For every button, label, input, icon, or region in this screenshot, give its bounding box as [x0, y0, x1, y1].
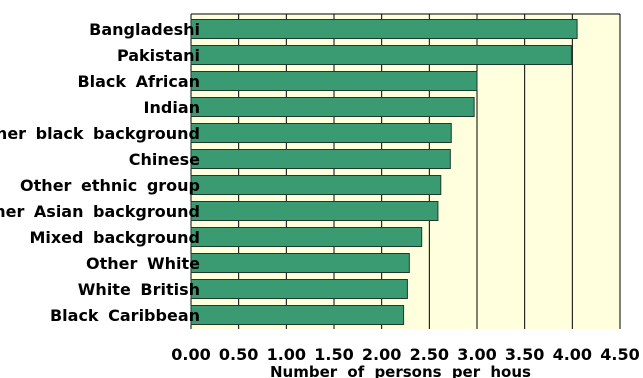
- category-label: Bangladeshi: [89, 20, 200, 39]
- x-tick-label: 1.50: [314, 345, 353, 364]
- category-labels: Bangladeshi Pakistani Black African Indian O…: [0, 20, 200, 325]
- x-tick-label: 4.50: [600, 345, 639, 364]
- bar: [190, 253, 410, 273]
- x-tick-label: 2.50: [410, 345, 449, 364]
- x-tick-label: 3.50: [505, 345, 544, 364]
- x-tick-label: 0.50: [219, 345, 258, 364]
- bar: [190, 175, 442, 195]
- bar: [190, 149, 451, 169]
- x-tick-label: 3.00: [457, 345, 496, 364]
- category-label: Chinese: [129, 150, 200, 169]
- x-tick-labels: 0.00 0.50 1.00 1.50 2.00 2.50 3.00 3.50 4.00 4.50: [171, 345, 639, 364]
- bar: [190, 45, 572, 65]
- plot-area: [191, 14, 620, 329]
- bars: [190, 19, 578, 325]
- category-label: Other black background: [0, 124, 200, 143]
- category-label: Indian: [144, 98, 200, 117]
- x-tick-label: 0.00: [171, 345, 210, 364]
- bar: [190, 123, 452, 143]
- category-label: Other ethnic group: [20, 176, 200, 195]
- bar: [190, 97, 475, 117]
- bar: [190, 71, 478, 91]
- gridlines: [190, 13, 621, 329]
- x-tick-label: 2.00: [362, 345, 401, 364]
- bar: [190, 305, 405, 325]
- bar: [190, 279, 408, 299]
- x-tick-label: 1.00: [267, 345, 306, 364]
- x-axis-title: Number of persons per hous: [270, 363, 531, 378]
- category-label: Mixed background: [29, 228, 200, 247]
- category-label: White British: [78, 280, 200, 299]
- bar: [190, 201, 439, 221]
- category-label: Pakistani: [117, 46, 200, 65]
- category-label: Other White: [86, 254, 200, 273]
- bar: [190, 19, 578, 39]
- bar: [190, 227, 423, 247]
- x-tick-label: 4.00: [553, 345, 592, 364]
- category-label: Other Asian background: [0, 202, 200, 221]
- category-label: Black African: [77, 72, 200, 91]
- category-label: Black Caribbean: [50, 306, 200, 325]
